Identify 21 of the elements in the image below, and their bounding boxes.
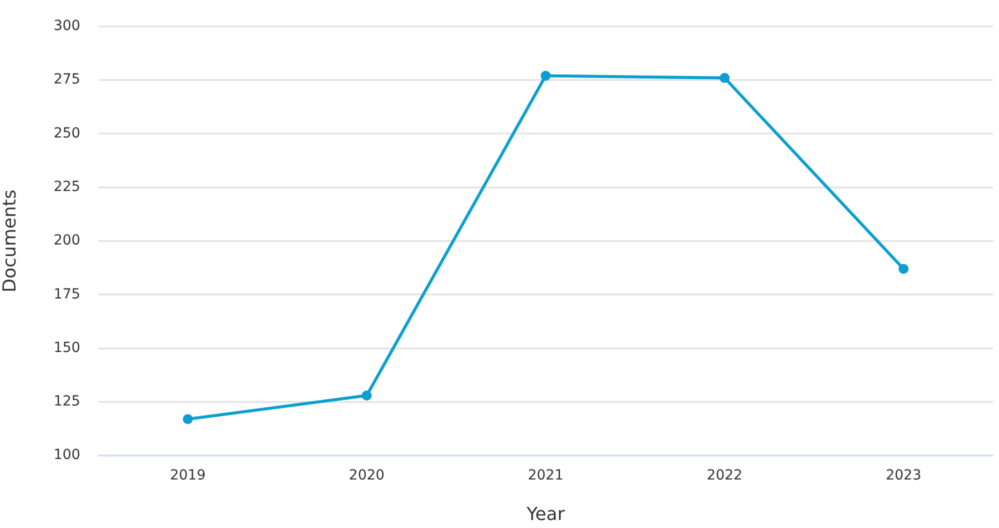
x-tick-label: 2023	[886, 468, 922, 484]
y-axis-title: Documents	[0, 190, 20, 292]
y-tick-label: 175	[54, 286, 80, 302]
y-tick-label: 300	[54, 18, 80, 34]
x-tick-label: 2019	[170, 468, 206, 484]
x-tick-label: 2022	[706, 468, 742, 484]
y-tick-label: 250	[54, 125, 80, 142]
point	[362, 390, 372, 401]
x-tick-label: 2020	[348, 468, 385, 484]
x-tick-label: 2021	[528, 468, 564, 484]
y-tick-label: 150	[54, 340, 80, 356]
y-tick-label: 275	[54, 72, 80, 88]
point	[182, 414, 193, 424]
x-axis-title: Year	[526, 504, 566, 525]
y-tick-label: 100	[54, 447, 80, 464]
point	[720, 72, 730, 83]
y-tick-label: 200	[54, 232, 80, 249]
point	[898, 264, 909, 274]
y-tick-label: 225	[54, 178, 80, 195]
y-tick-label: 125	[54, 394, 80, 410]
point	[540, 70, 551, 81]
